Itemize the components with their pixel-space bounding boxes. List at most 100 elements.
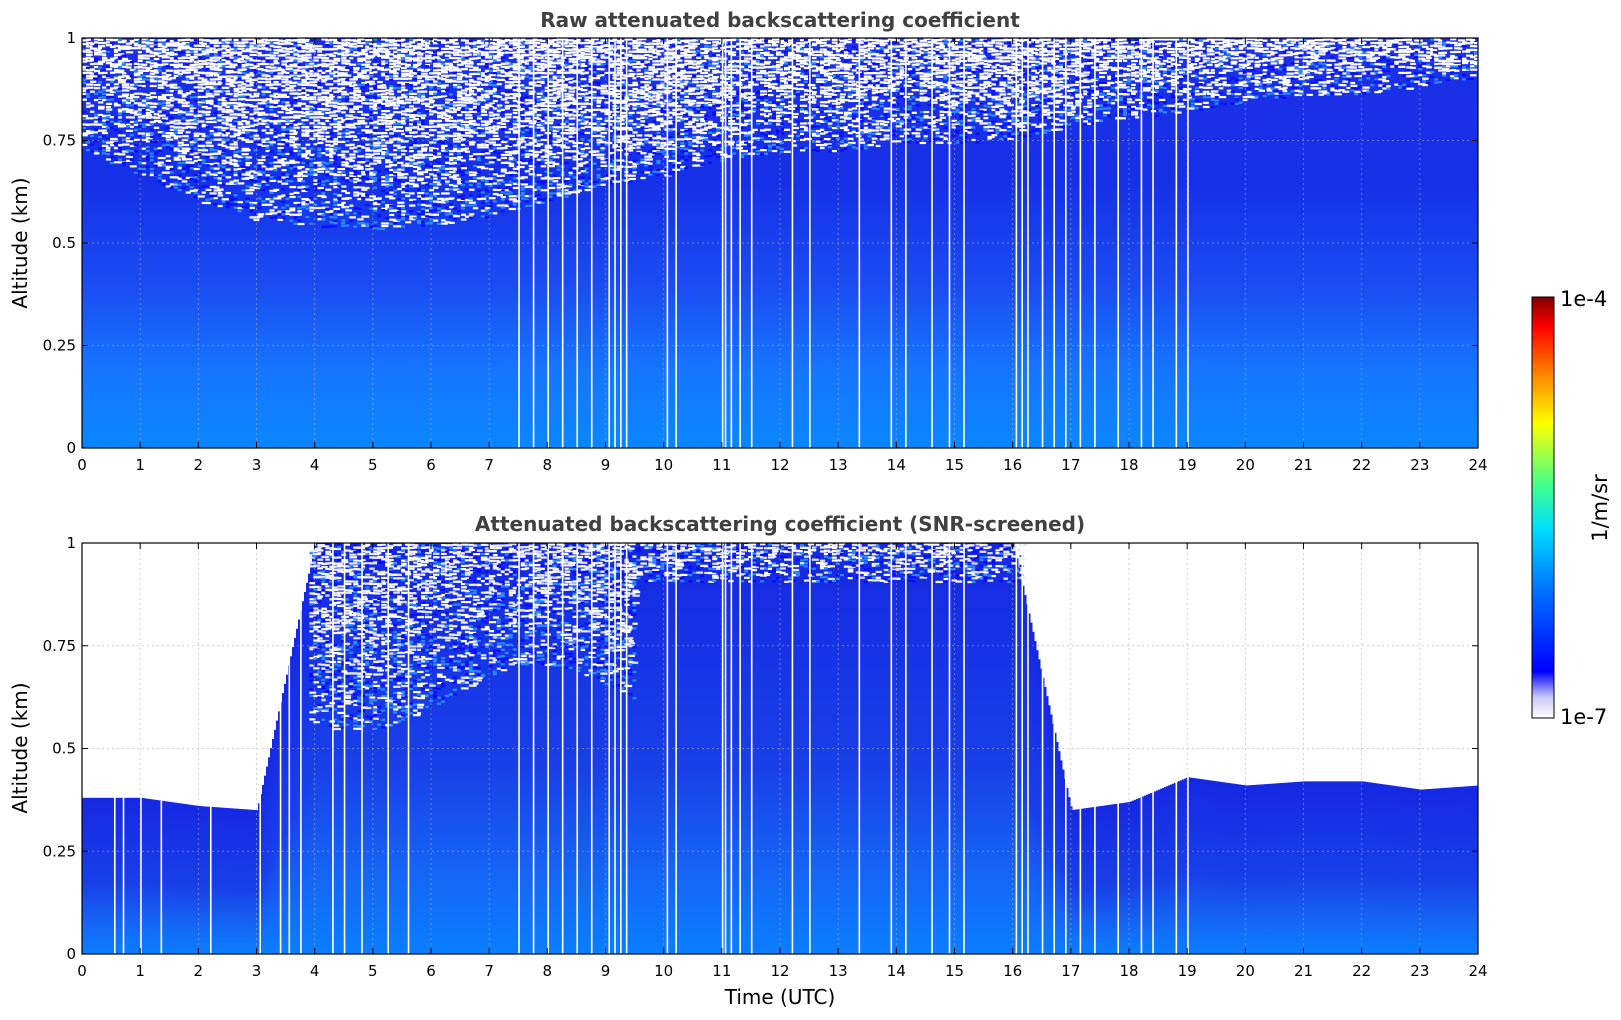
raw-noise-speck xyxy=(476,77,483,80)
raw-noise-speck xyxy=(584,120,593,123)
raw-signal-speck xyxy=(369,207,374,210)
raw-signal-speck xyxy=(417,212,422,215)
raw-noise-speck xyxy=(397,81,403,84)
raw-noise-speck xyxy=(393,65,400,68)
raw-noise-speck xyxy=(421,125,428,128)
raw-signal-speck xyxy=(377,170,382,173)
raw-noise-speck xyxy=(452,101,461,104)
raw-noise-speck xyxy=(600,68,605,71)
raw-noise-speck xyxy=(337,87,344,90)
raw-noise-speck xyxy=(201,62,209,65)
raw-noise-speck xyxy=(620,111,628,115)
raw-noise-speck xyxy=(524,155,530,158)
raw-noise-speck xyxy=(257,54,262,57)
raw-noise-speck xyxy=(245,93,252,96)
raw-signal-speck xyxy=(361,83,366,86)
raw-noise-speck xyxy=(512,80,521,84)
raw-signal-speck xyxy=(317,155,322,158)
raw-noise-speck xyxy=(436,200,442,204)
raw-signal-speck xyxy=(584,74,589,77)
raw-noise-speck xyxy=(468,86,476,89)
raw-noise-speck xyxy=(492,188,497,192)
raw-noise-speck xyxy=(524,113,533,116)
raw-noise-speck xyxy=(496,54,504,57)
raw-noise-speck xyxy=(229,98,237,101)
raw-noise-speck xyxy=(389,102,396,105)
raw-signal-speck xyxy=(349,177,354,180)
raw-signal-speck xyxy=(472,164,477,168)
raw-noise-speck xyxy=(616,54,623,57)
raw-noise-speck xyxy=(480,120,489,123)
raw-noise-speck xyxy=(369,99,375,102)
raw-signal-speck xyxy=(592,62,597,66)
raw-signal-speck xyxy=(460,170,465,174)
raw-noise-speck xyxy=(476,134,484,137)
raw-signal-speck xyxy=(401,105,406,109)
raw-signal-speck xyxy=(600,63,605,66)
raw-signal-speck xyxy=(237,210,242,213)
raw-noise-speck xyxy=(389,132,394,135)
raw-noise-speck xyxy=(377,156,385,159)
raw-noise-speck xyxy=(213,66,220,69)
raw-noise-speck xyxy=(536,201,543,204)
raw-signal-speck xyxy=(113,75,118,79)
raw-noise-speck xyxy=(105,83,111,86)
raw-noise-speck xyxy=(452,104,458,107)
raw-signal-speck xyxy=(241,95,246,98)
raw-noise-speck xyxy=(125,42,132,45)
raw-signal-speck xyxy=(225,201,230,204)
raw-noise-speck xyxy=(329,83,338,86)
raw-noise-speck xyxy=(101,75,110,78)
raw-noise-speck xyxy=(313,183,321,186)
raw-noise-speck xyxy=(357,74,364,77)
raw-noise-speck xyxy=(177,129,185,132)
raw-noise-speck xyxy=(417,53,424,56)
raw-noise-speck xyxy=(285,80,293,83)
raw-signal-speck xyxy=(173,90,178,93)
raw-noise-speck xyxy=(313,56,319,59)
raw-noise-speck xyxy=(321,206,329,209)
raw-noise-speck xyxy=(500,92,508,95)
raw-noise-speck xyxy=(229,182,237,185)
raw-noise-speck xyxy=(456,128,462,131)
raw-signal-speck xyxy=(564,120,569,123)
raw-noise-speck xyxy=(317,77,322,80)
raw-noise-speck xyxy=(460,39,466,42)
raw-noise-speck xyxy=(397,48,406,52)
raw-noise-speck xyxy=(209,152,218,155)
raw-noise-speck xyxy=(221,129,228,132)
raw-signal-speck xyxy=(325,225,330,228)
raw-noise-speck xyxy=(389,71,396,74)
raw-signal-speck xyxy=(365,41,370,44)
raw-noise-speck xyxy=(237,108,245,111)
raw-noise-speck xyxy=(381,42,389,46)
raw-noise-speck xyxy=(548,80,555,83)
raw-signal-speck xyxy=(265,186,270,189)
raw-signal-speck xyxy=(345,212,350,215)
raw-signal-speck xyxy=(153,164,158,167)
raw-noise-speck xyxy=(285,101,291,104)
raw-noise-speck xyxy=(393,44,400,47)
raw-noise-speck xyxy=(540,47,547,50)
raw-signal-speck xyxy=(432,140,437,143)
raw-noise-speck xyxy=(121,59,128,62)
raw-signal-speck xyxy=(345,207,350,210)
raw-noise-speck xyxy=(145,132,154,135)
raw-noise-speck xyxy=(241,56,250,59)
raw-noise-speck xyxy=(409,198,417,202)
raw-noise-speck xyxy=(313,74,322,77)
raw-noise-speck xyxy=(365,102,370,105)
raw-noise-speck xyxy=(341,189,347,193)
raw-noise-speck xyxy=(401,89,408,92)
raw-noise-speck xyxy=(225,80,232,83)
raw-signal-speck xyxy=(125,80,130,83)
raw-noise-speck xyxy=(468,135,474,138)
raw-noise-speck xyxy=(552,116,559,119)
raw-signal-speck xyxy=(217,164,222,167)
raw-signal-speck xyxy=(361,176,366,179)
raw-signal-speck xyxy=(512,120,517,123)
raw-signal-speck xyxy=(480,89,485,93)
raw-noise-speck xyxy=(97,60,106,63)
raw-noise-speck xyxy=(405,129,412,132)
raw-noise-speck xyxy=(233,146,239,149)
